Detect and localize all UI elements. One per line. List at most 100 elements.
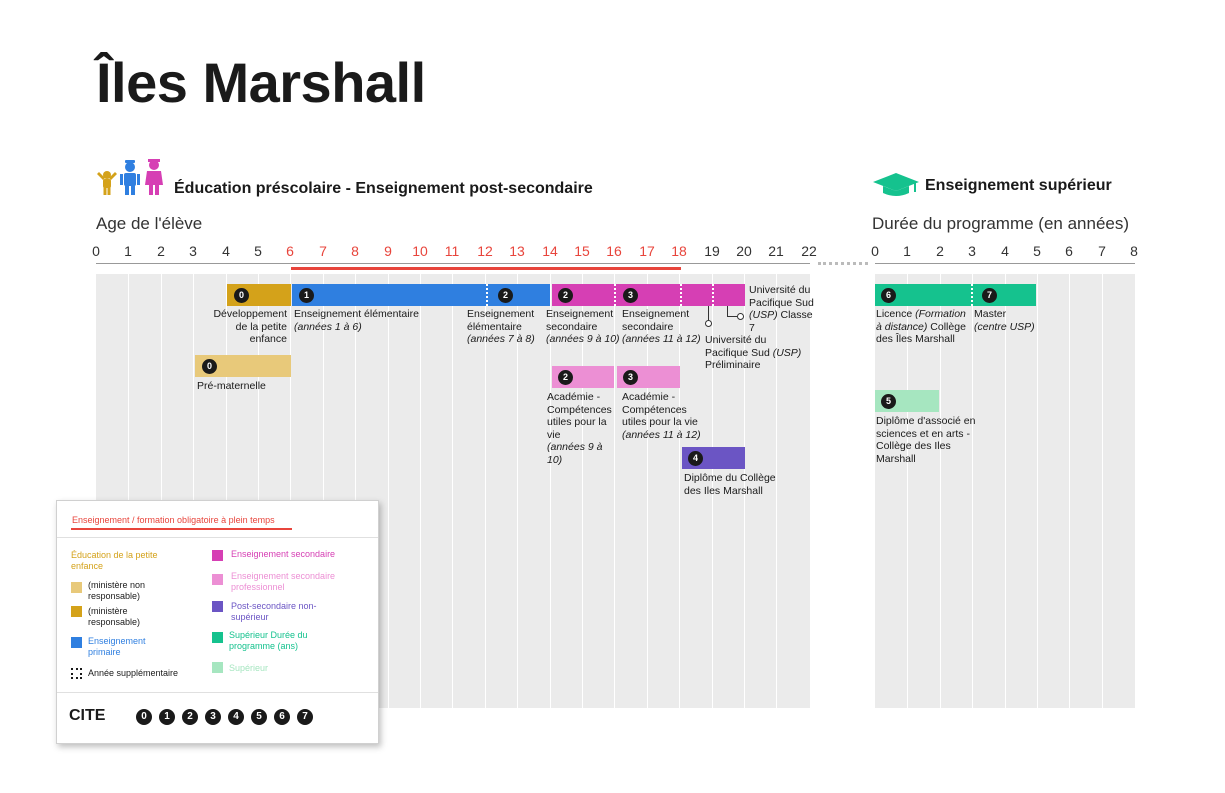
block-secondary <box>552 284 745 306</box>
legend-ecec-resp: (ministère responsable) <box>88 606 141 627</box>
label-college-diploma: Diplôme du Collège des Iles Marshall <box>684 472 776 497</box>
duration-tick-label: 2 <box>936 243 944 259</box>
age-tick-label: 17 <box>639 243 655 259</box>
cite-level-badge: 4 <box>228 709 244 725</box>
page-title: Îles Marshall <box>96 51 426 114</box>
isced-badge: 2 <box>498 288 513 303</box>
grid-line <box>614 274 615 708</box>
block-primary <box>292 284 550 306</box>
age-tick-label: 15 <box>574 243 590 259</box>
label-secondary-11-12: Enseignement secondaire (années 11 à 12) <box>622 308 701 345</box>
axis-break-dots <box>818 262 868 269</box>
cite-level-badge: 5 <box>251 709 267 725</box>
legend-secondary-voc: Enseignement secondaire professionnel <box>231 571 336 592</box>
right-section-title: Enseignement supérieur <box>925 177 1112 194</box>
grid-line <box>679 274 680 708</box>
age-tick-label: 0 <box>92 243 100 259</box>
grid-line <box>1102 274 1103 708</box>
age-tick-label: 2 <box>157 243 165 259</box>
grid-line <box>290 274 291 708</box>
age-tick-label: 13 <box>509 243 525 259</box>
age-tick-label: 9 <box>384 243 392 259</box>
legend-ecec-title: Éducation de la petite enfance <box>71 550 158 571</box>
label-early-childhood: Développement de la petite enfance <box>213 308 287 345</box>
isced-badge: 2 <box>558 288 573 303</box>
grid-line <box>161 274 162 708</box>
age-tick-label: 10 <box>412 243 428 259</box>
isced-badge: 6 <box>881 288 896 303</box>
legend-ecec-not-resp: (ministère non responsable) <box>88 580 146 601</box>
grid-line <box>1069 274 1070 708</box>
label-usp-class7: Université du Pacifique Sud (USP) Classe… <box>749 284 814 334</box>
legend-post-secondary: Post-secondaire non-supérieur <box>231 601 317 622</box>
cite-level-badge: 3 <box>205 709 221 725</box>
grid-line <box>940 274 941 708</box>
legend-primary: Enseignement primaire <box>88 636 146 657</box>
age-tick-label: 21 <box>768 243 784 259</box>
compulsory-bar <box>291 267 681 270</box>
duration-tick-label: 5 <box>1033 243 1041 259</box>
legend-swatch-ecec-dark <box>71 606 82 617</box>
extra-year-marker <box>712 284 714 306</box>
duration-axis-caption: Durée du programme (en années) <box>872 214 1130 233</box>
cite-level-badge: 1 <box>159 709 175 725</box>
age-tick-label: 22 <box>801 243 817 259</box>
grid-line <box>517 274 518 708</box>
left-section-title: Éducation préscolaire - Enseignement pos… <box>174 180 593 197</box>
grid-line <box>712 274 713 708</box>
grid-line <box>420 274 421 708</box>
grid-line <box>485 274 486 708</box>
legend-swatch-post-secondary <box>212 601 223 612</box>
age-tick-label: 14 <box>542 243 558 259</box>
grid-line <box>550 274 551 708</box>
block-bachelor-master <box>875 284 1036 306</box>
legend-swatch-primary <box>71 637 82 648</box>
label-academy-9-10: Académie - Compétences utiles pour la vi… <box>547 391 612 466</box>
age-tick-label: 1 <box>124 243 132 259</box>
usp-connector <box>727 316 737 317</box>
cite-level-badge: 0 <box>136 709 152 725</box>
grid-line <box>972 274 973 708</box>
age-axis-line <box>96 263 810 264</box>
age-tick-label: 6 <box>286 243 294 259</box>
legend-swatch-secondary-voc <box>212 574 223 585</box>
cite-level-badge: 7 <box>297 709 313 725</box>
grid-line <box>776 274 777 708</box>
grid-line <box>128 274 129 708</box>
usp-connector <box>708 306 709 322</box>
grid-line <box>226 274 227 708</box>
block-pre-kindergarten <box>195 355 291 377</box>
age-tick-label: 4 <box>222 243 230 259</box>
isced-badge: 5 <box>881 394 896 409</box>
usp-connector <box>727 306 728 317</box>
extra-year-marker <box>614 284 616 306</box>
duration-tick-label: 7 <box>1098 243 1106 259</box>
grid-line <box>193 274 194 708</box>
extra-year-marker <box>680 284 682 306</box>
age-tick-label: 12 <box>477 243 493 259</box>
isced-badge: 0 <box>202 359 217 374</box>
duration-tick-label: 6 <box>1065 243 1073 259</box>
usp-connector-dot <box>705 320 712 327</box>
grid-line <box>258 274 259 708</box>
legend-swatch-secondary <box>212 550 223 561</box>
isced-badge: 7 <box>982 288 997 303</box>
duration-axis-line <box>875 263 1135 264</box>
duration-tick-label: 4 <box>1001 243 1009 259</box>
age-tick-label: 7 <box>319 243 327 259</box>
age-tick-label: 3 <box>189 243 197 259</box>
grid-line <box>907 274 908 708</box>
age-tick-label: 5 <box>254 243 262 259</box>
age-tick-label: 11 <box>444 243 460 259</box>
legend-swatch-tertiary-duration <box>212 632 223 643</box>
legend-compulsory: Enseignement / formation obligatoire à p… <box>72 515 275 525</box>
graduation-cap-icon <box>872 171 920 197</box>
age-tick-label: 8 <box>351 243 359 259</box>
cite-level-badge: 2 <box>182 709 198 725</box>
legend-tertiary-duration: Supérieur Durée du programme (ans) <box>229 630 308 651</box>
duration-tick-label: 1 <box>903 243 911 259</box>
grid-line <box>1037 274 1038 708</box>
cite-label: CITE <box>69 707 106 724</box>
label-master: Master (centre USP) <box>974 308 1035 333</box>
age-tick-label: 16 <box>606 243 622 259</box>
